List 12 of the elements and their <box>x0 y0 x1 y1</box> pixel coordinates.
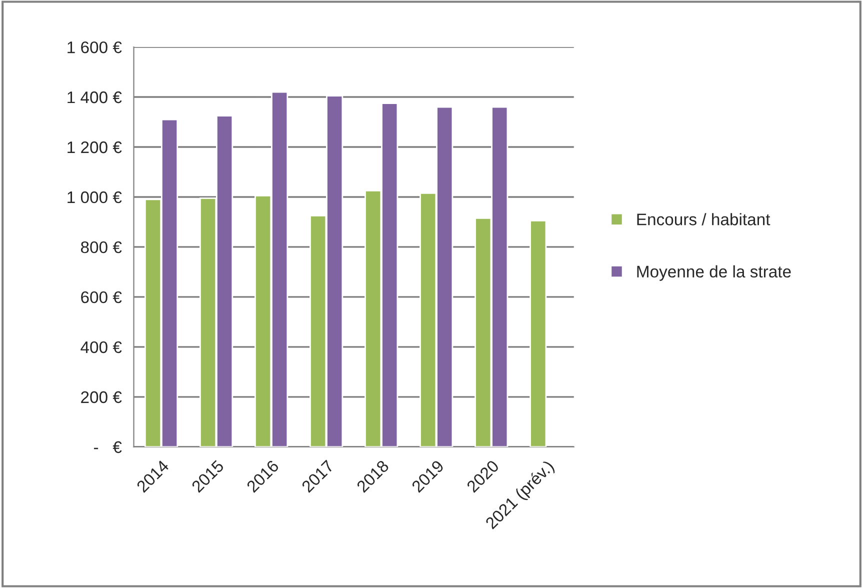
bar <box>530 220 547 447</box>
y-tick-label: 800 € <box>80 241 122 254</box>
y-tick-label: 600 € <box>81 291 122 304</box>
y-tick-label: 400 € <box>80 341 122 354</box>
y-tick-label: 200 € <box>81 391 122 404</box>
y-tick-label: - € <box>94 441 122 454</box>
y-tick-label: 1 400 € <box>68 91 122 104</box>
y-tick-label: 1 600 € <box>68 41 122 54</box>
legend-label: Moyenne de la strate <box>637 265 791 281</box>
y-tick-label: 1 200 € <box>68 141 122 154</box>
y-tick-label: 1 000 € <box>68 191 122 204</box>
legend-label: Encours / habitant <box>637 213 770 226</box>
